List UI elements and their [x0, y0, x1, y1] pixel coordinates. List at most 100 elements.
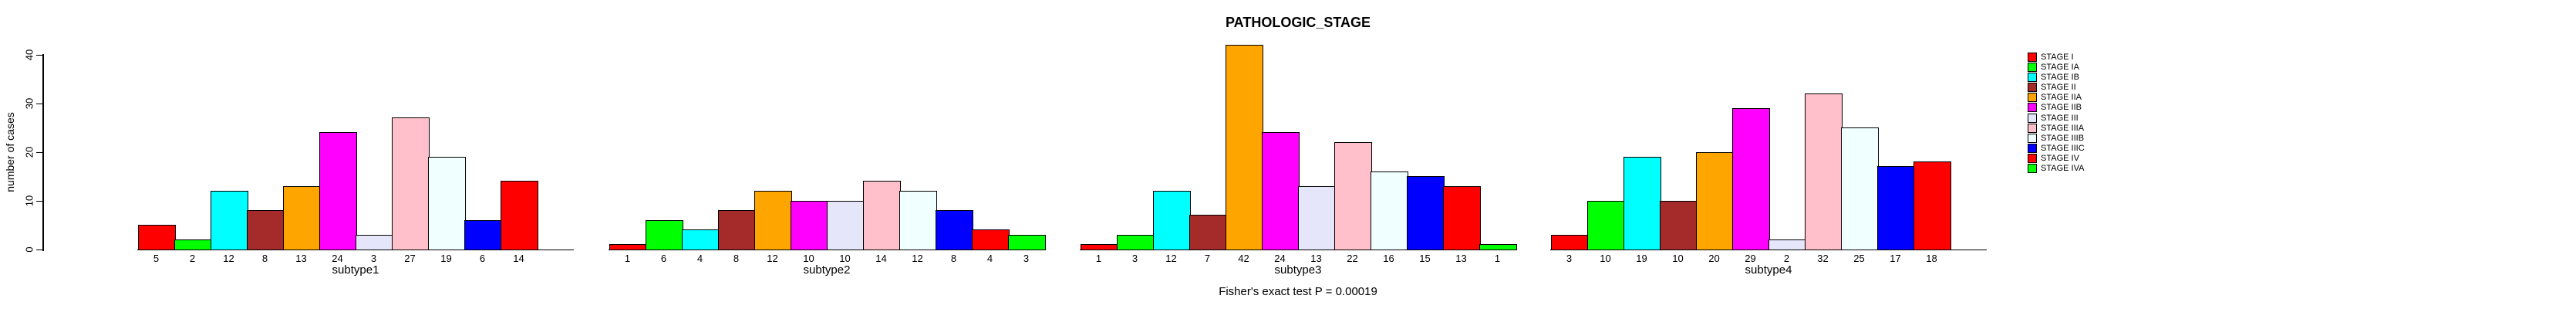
- bar-stage-ia-subtype3: [1117, 234, 1155, 250]
- bar-stage-ib-subtype3: [1153, 190, 1191, 250]
- bar-value-label: 17: [1890, 252, 1901, 264]
- bar-stage-iib-subtype2: [791, 200, 828, 250]
- bar-value-label: 10: [1600, 252, 1611, 264]
- bar-value-label: 3: [370, 252, 377, 264]
- bar-stage-iiia-subtype4: [1805, 93, 1843, 250]
- y-axis-line: [42, 54, 44, 251]
- bar-value-label: 27: [404, 252, 416, 264]
- bar-stage-iii-subtype1: [356, 234, 393, 250]
- bar-value-label: 19: [440, 252, 452, 264]
- bar-stage-iib-subtype1: [319, 132, 357, 250]
- bar-value-label: 4: [696, 252, 703, 264]
- bar-stage-ib-subtype1: [211, 190, 248, 250]
- y-axis-title: number of cases: [4, 112, 16, 192]
- bar-stage-ii-subtype3: [1189, 215, 1227, 250]
- legend-label: STAGE IIIB: [2041, 133, 2085, 143]
- legend-swatch: [2028, 133, 2037, 143]
- bar-value-label: 16: [1383, 252, 1394, 264]
- legend-swatch: [2028, 83, 2037, 93]
- bar-stage-iiic-subtype2: [936, 210, 973, 250]
- bar-stage-iv-subtype4: [1913, 161, 1951, 250]
- bar-value-label: 14: [875, 252, 887, 264]
- legend-label: STAGE IB: [2041, 73, 2079, 82]
- legend-label: STAGE IVA: [2041, 164, 2085, 174]
- legend-swatch: [2028, 123, 2037, 133]
- bar-value-label: 3: [1566, 252, 1573, 264]
- chart-title: PATHOLOGIC_STAGE: [1225, 15, 1371, 30]
- bar-stage-iiib-subtype2: [899, 190, 937, 250]
- bar-stage-ia-subtype4: [1587, 200, 1625, 250]
- bar-value-label: 14: [513, 252, 524, 264]
- x-axis-group-label-subtype4: subtype4: [1745, 263, 1792, 277]
- bar-value-label: 12: [223, 252, 234, 264]
- bar-value-label: 19: [1636, 252, 1647, 264]
- bar-stage-i-subtype1: [138, 225, 176, 250]
- bar-value-label: 1: [1095, 252, 1102, 264]
- bar-value-label: 10: [1672, 252, 1684, 264]
- y-tick-mark: [36, 249, 43, 250]
- bar-stage-iii-subtype4: [1768, 239, 1806, 250]
- bar-stage-ib-subtype4: [1623, 156, 1661, 250]
- bar-value-label: 22: [1347, 252, 1358, 264]
- y-tick-mark: [36, 103, 43, 104]
- y-tick-label: 0: [23, 246, 35, 253]
- bar-value-label: 18: [1926, 252, 1937, 264]
- bar-stage-iia-subtype2: [754, 190, 792, 250]
- bar-stage-ii-subtype1: [247, 210, 285, 250]
- bar-stage-ia-subtype1: [174, 239, 212, 250]
- bar-value-label: 24: [1274, 252, 1286, 264]
- legend-swatch: [2028, 154, 2037, 164]
- bar-stage-iva-subtype3: [1479, 244, 1517, 250]
- bar-value-label: 29: [1745, 252, 1756, 264]
- y-tick-mark: [36, 54, 43, 56]
- bar-stage-iii-subtype2: [827, 200, 865, 250]
- legend-swatch: [2028, 113, 2037, 123]
- bar-stage-iva-subtype2: [1008, 234, 1046, 250]
- bar-stage-iia-subtype4: [1696, 151, 1734, 250]
- legend-label: STAGE III: [2041, 113, 2079, 123]
- y-tick-label: 10: [23, 195, 35, 207]
- bar-value-label: 5: [153, 252, 160, 264]
- bar-stage-iiia-subtype3: [1334, 141, 1372, 250]
- bar-stage-iiia-subtype2: [863, 181, 901, 250]
- bar-value-label: 3: [1023, 252, 1030, 264]
- bar-value-label: 13: [1455, 252, 1467, 264]
- bar-value-label: 25: [1853, 252, 1865, 264]
- fisher-test-annotation: Fisher's exact test P = 0.00019: [1219, 285, 1377, 298]
- bar-stage-ii-subtype4: [1660, 200, 1698, 250]
- bar-stage-iia-subtype3: [1226, 44, 1263, 250]
- legend-swatch: [2028, 103, 2037, 113]
- bar-value-label: 15: [1419, 252, 1431, 264]
- x-axis-group-label-subtype2: subtype2: [803, 263, 851, 277]
- bar-stage-iib-subtype3: [1262, 132, 1300, 250]
- legend-label: STAGE IIIA: [2041, 123, 2085, 133]
- bar-value-label: 24: [332, 252, 343, 264]
- bar-value-label: 13: [295, 252, 307, 264]
- bar-value-label: 8: [261, 252, 268, 264]
- y-tick-mark: [36, 200, 43, 202]
- bar-stage-iiic-subtype1: [464, 219, 502, 250]
- bar-value-label: 8: [950, 252, 957, 264]
- legend-label: STAGE II: [2041, 83, 2076, 93]
- legend-swatch: [2028, 73, 2037, 82]
- y-tick-label: 40: [23, 49, 35, 61]
- bar-stage-iii-subtype3: [1298, 185, 1336, 250]
- bar-stage-iv-subtype3: [1443, 185, 1481, 250]
- bar-value-label: 13: [1310, 252, 1322, 264]
- bar-stage-iiic-subtype3: [1407, 176, 1445, 250]
- y-tick-mark: [36, 151, 43, 153]
- legend-label: STAGE IIB: [2041, 103, 2082, 113]
- y-tick-label: 20: [23, 147, 35, 158]
- bar-stage-i-subtype3: [1081, 244, 1118, 250]
- bar-value-label: 32: [1817, 252, 1829, 264]
- bar-value-label: 2: [189, 252, 196, 264]
- legend-swatch: [2028, 93, 2037, 103]
- bar-stage-iiib-subtype3: [1371, 171, 1408, 250]
- bar-value-label: 20: [1708, 252, 1720, 264]
- bar-stage-ib-subtype2: [682, 229, 720, 250]
- x-axis-group-label-subtype1: subtype1: [332, 263, 379, 277]
- bar-value-label: 6: [660, 252, 667, 264]
- bar-value-label: 10: [803, 252, 814, 264]
- bar-value-label: 8: [733, 252, 740, 264]
- bar-stage-ii-subtype2: [718, 210, 756, 250]
